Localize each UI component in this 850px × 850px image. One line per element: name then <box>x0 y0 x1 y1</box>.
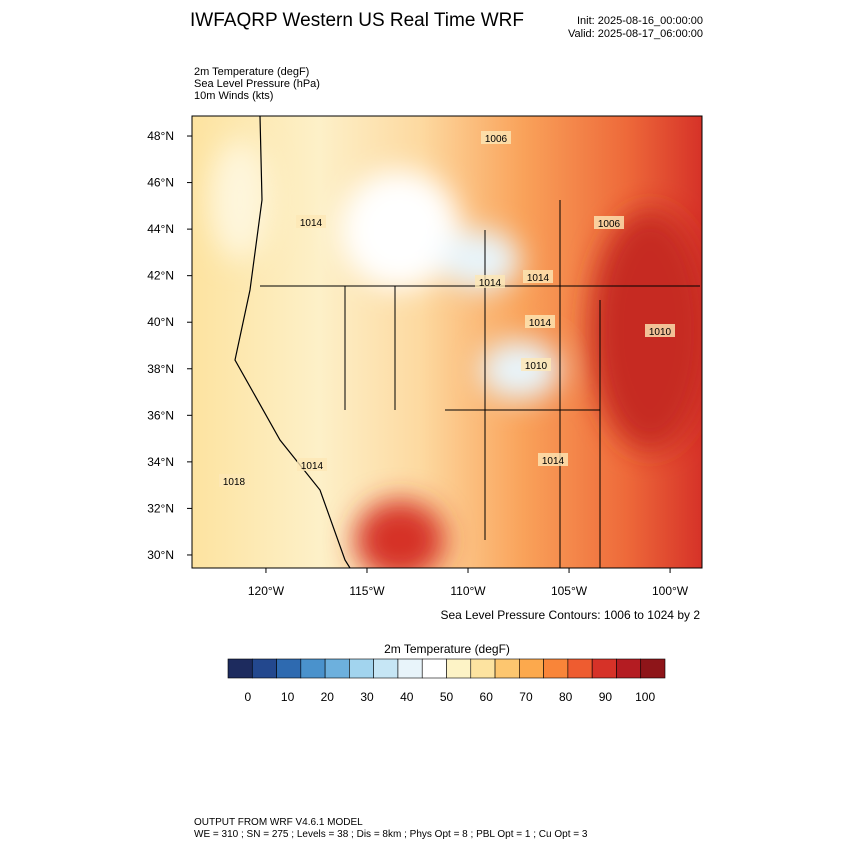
footer-line: WE = 310 ; SN = 275 ; Levels = 38 ; Dis … <box>194 829 588 840</box>
contour-label: 1014 <box>479 278 502 289</box>
colorbar-swatch <box>543 658 569 679</box>
title: IWFAQRP Western US Real Time WRF <box>190 10 524 31</box>
colorbar-tick-label: 40 <box>400 690 414 704</box>
colorbar-swatch <box>373 658 399 679</box>
contour-label-box <box>645 324 675 337</box>
contour-label-box <box>475 275 505 288</box>
colorbar-tick-label: 80 <box>559 690 573 704</box>
y-tick-label: 38°N <box>147 362 174 376</box>
colorbar-tick-label: 60 <box>480 690 494 704</box>
colorbar-title: 2m Temperature (degF) <box>384 642 510 656</box>
x-tick-label: 110°W <box>450 584 486 598</box>
contour-label-box <box>219 474 249 487</box>
y-tick-label: 30°N <box>147 548 174 562</box>
y-tick-label: 36°N <box>147 408 174 422</box>
x-tick-label: 105°W <box>551 584 588 598</box>
colorbar-swatch <box>349 658 374 679</box>
y-tick-label: 40°N <box>147 315 174 329</box>
colorbar-swatch <box>567 658 593 679</box>
contour-label-box <box>538 453 568 466</box>
contour-label: 1010 <box>525 361 548 372</box>
contour-label-box <box>525 315 555 328</box>
y-tick-label: 44°N <box>147 222 174 236</box>
colorbar-swatch <box>616 658 642 679</box>
contour-label: 1006 <box>485 134 508 145</box>
y-tick-label: 34°N <box>147 455 174 469</box>
colorbar-swatch <box>300 658 326 679</box>
x-tick-label: 115°W <box>349 584 385 598</box>
footer-line: OUTPUT FROM WRF V4.6.1 MODEL <box>194 817 363 828</box>
contour-label: 1006 <box>598 219 621 230</box>
colorbar-swatch <box>421 658 447 679</box>
contour-label: 1014 <box>300 218 323 229</box>
colorbar-swatch <box>470 658 496 679</box>
y-tick-label: 32°N <box>147 501 174 515</box>
contour-label: 1010 <box>649 327 672 338</box>
x-tick-label: 100°W <box>652 584 689 598</box>
colorbar-tick-label: 30 <box>360 690 374 704</box>
colorbar-swatch <box>519 658 544 679</box>
map-frame <box>191 115 703 569</box>
contour-label-box <box>296 215 326 228</box>
colorbar-swatch <box>640 658 666 679</box>
colorbar-swatch <box>494 658 520 679</box>
contour-label: 1014 <box>527 273 550 284</box>
colorbar-swatch <box>324 658 350 679</box>
colorbar-tick-label: 100 <box>635 690 655 704</box>
field-label: 10m Winds (kts) <box>194 90 273 102</box>
colorbar-swatch <box>591 658 617 679</box>
colorbar-tick-label: 0 <box>245 690 252 704</box>
contour-note: Sea Level Pressure Contours: 1006 to 102… <box>441 608 701 622</box>
y-tick-label: 42°N <box>147 269 174 283</box>
colorbar-tick-label: 10 <box>281 690 295 704</box>
contour-label-box <box>481 131 511 144</box>
contour-label-box <box>521 358 551 371</box>
colorbar-swatch <box>251 658 277 679</box>
colorbar-swatch <box>227 658 253 679</box>
field-label: 2m Temperature (degF) <box>194 66 309 78</box>
x-tick-label: 120°W <box>248 584 285 598</box>
init-time: Init: 2025-08-16_00:00:00 <box>577 15 703 27</box>
colorbar-tick-label: 20 <box>321 690 335 704</box>
colorbar-swatch <box>446 658 472 679</box>
contour-label: 1018 <box>223 477 246 488</box>
colorbar-swatch <box>276 658 302 679</box>
contour-label: 1014 <box>542 456 565 467</box>
map-field <box>192 116 702 568</box>
field-label: Sea Level Pressure (hPa) <box>194 78 320 90</box>
contour-label: 1014 <box>529 318 552 329</box>
contour-label-box <box>523 270 553 283</box>
colorbar-swatch <box>397 658 423 679</box>
contour-label: 1014 <box>301 461 324 472</box>
colorbar-tick-label: 90 <box>599 690 613 704</box>
y-tick-label: 46°N <box>147 176 174 190</box>
y-tick-label: 48°N <box>147 129 174 143</box>
contour-label-box <box>594 216 624 229</box>
colorbar-tick-label: 50 <box>440 690 454 704</box>
colorbar-tick-label: 70 <box>519 690 533 704</box>
valid-time: Valid: 2025-08-17_06:00:00 <box>568 28 703 40</box>
contour-label-box <box>297 458 327 471</box>
